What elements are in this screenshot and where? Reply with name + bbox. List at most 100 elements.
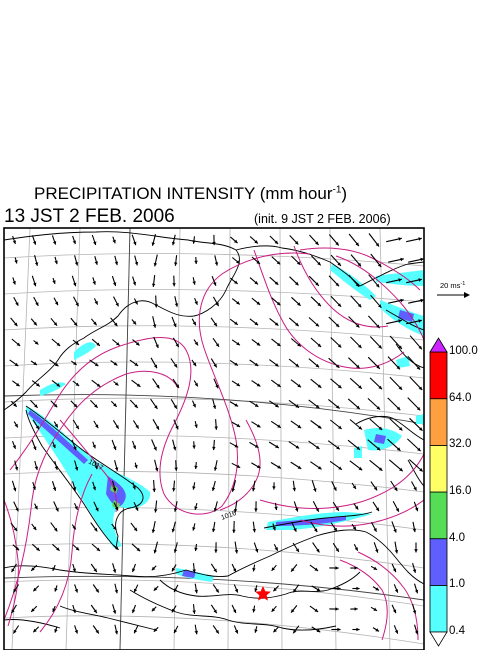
wind-vector-head xyxy=(194,630,198,635)
wind-vector-head xyxy=(192,240,196,244)
wind-vector-head xyxy=(234,444,239,448)
wind-vector-head xyxy=(94,404,98,408)
wind-vector-head xyxy=(54,260,58,265)
wind-vector-head xyxy=(295,548,299,552)
wind-vector-head xyxy=(212,405,217,409)
wind-vector-head xyxy=(414,507,419,512)
wind-vector-head xyxy=(337,344,342,348)
wind-vector-head xyxy=(236,260,240,264)
wind-vector-head xyxy=(34,466,39,470)
wind-vector-head xyxy=(400,257,404,262)
wind-vector-head xyxy=(337,586,341,591)
wind-vector-head xyxy=(11,609,15,614)
wind-vector-head xyxy=(93,609,97,613)
wind-vector-head xyxy=(54,301,58,306)
wind-vector-head xyxy=(398,237,402,241)
wind-vector-head xyxy=(291,568,295,572)
wind-vector-head xyxy=(420,257,424,262)
wind-vector-head xyxy=(335,548,339,552)
wind-vector-head xyxy=(373,566,377,570)
wind-vector-head xyxy=(74,506,78,510)
wind-vector-head xyxy=(155,344,159,348)
wind-vector-head xyxy=(132,609,136,613)
wind-vector-head xyxy=(33,282,37,287)
wind-vector-head xyxy=(174,588,178,593)
wind-vector-head xyxy=(317,425,322,429)
wind-vector-head xyxy=(277,424,281,428)
wind-vector-head xyxy=(317,384,322,388)
wind-vector-head xyxy=(75,302,79,307)
wind-vector-head xyxy=(154,304,158,308)
wind-vector-head xyxy=(274,240,279,244)
wind-vector-head xyxy=(315,282,319,286)
wind-vector-head xyxy=(352,526,356,530)
wind-vector-head xyxy=(192,569,196,573)
wind-vector-head xyxy=(335,364,340,368)
wind-vector-head xyxy=(213,508,218,512)
wind-vector-head xyxy=(114,506,119,511)
wind-vector-head xyxy=(171,241,176,246)
wind-vector-head xyxy=(419,427,423,431)
wind-vector-head xyxy=(73,361,77,365)
wind-vector-head xyxy=(194,465,198,469)
wind-vector-head xyxy=(396,406,401,411)
wind-vector-head xyxy=(56,342,61,346)
wind-vector-head xyxy=(352,485,356,489)
wind-vector-head xyxy=(151,566,156,571)
wind-vector-head xyxy=(231,488,235,492)
wind-vector-head xyxy=(96,547,100,551)
wind-vector-head xyxy=(254,444,259,448)
wind-vector-head xyxy=(173,363,178,368)
wind-vector-head xyxy=(335,507,339,511)
wind-vector-head xyxy=(214,262,219,266)
wind-vector-head xyxy=(174,303,179,307)
wind-vector-head xyxy=(354,547,358,551)
wind-vector-head xyxy=(94,527,98,532)
wind-vector-head xyxy=(418,237,422,241)
wind-vector-head xyxy=(134,300,138,305)
wind-vector-head xyxy=(152,324,157,328)
wind-vector-head xyxy=(75,382,80,386)
wind-vector-head xyxy=(337,262,341,266)
wind-vector-head xyxy=(313,488,317,492)
colorbar-level-label: 100.0 xyxy=(449,345,478,357)
wind-vector-head xyxy=(153,446,157,451)
wind-vector-head xyxy=(33,628,37,633)
wind-vector-head xyxy=(52,241,57,245)
wind-vector-head xyxy=(272,526,276,531)
wind-vector-head xyxy=(212,241,216,246)
map-frame xyxy=(3,227,425,650)
wind-vector-head xyxy=(34,262,39,266)
wind-vector-head xyxy=(318,466,322,470)
wind-vector-head xyxy=(277,383,281,387)
wind-vector-head xyxy=(297,465,302,469)
init-time: (init. 9 JST 2 FEB. 2006) xyxy=(254,212,391,226)
wind-vector-head xyxy=(316,628,321,633)
wind-vector-head xyxy=(194,341,198,346)
wind-vector-head xyxy=(194,301,198,305)
wind-vector-head xyxy=(154,509,158,513)
wind-vector-head xyxy=(254,508,258,512)
wind-vector-head xyxy=(152,488,156,492)
wind-vector-head xyxy=(194,260,198,264)
wind-vector-head xyxy=(357,303,362,308)
wind-vector-head xyxy=(420,298,424,303)
wind-vector-head xyxy=(75,341,79,345)
wind-vector-head xyxy=(275,444,279,448)
wind-vector-head xyxy=(133,527,138,532)
wind-vector-head xyxy=(297,384,301,388)
wind-reference-label: 20 ms-1 xyxy=(440,281,465,290)
wind-vector-head xyxy=(93,321,97,326)
wind-vector-head xyxy=(414,589,419,594)
wind-vector-head xyxy=(72,609,76,613)
wind-vector-head xyxy=(174,629,178,634)
wind-vector-head xyxy=(354,505,359,510)
wind-vector-head xyxy=(233,609,237,613)
isobar-label-1016: 1016 xyxy=(220,510,237,522)
wind-vector-head xyxy=(32,241,37,245)
wind-vector-head xyxy=(316,587,321,592)
wind-vector-head xyxy=(36,547,40,551)
wind-vector-head xyxy=(151,283,156,287)
wind-vector-head xyxy=(376,324,380,329)
colorbar-over-triangle xyxy=(429,337,448,353)
